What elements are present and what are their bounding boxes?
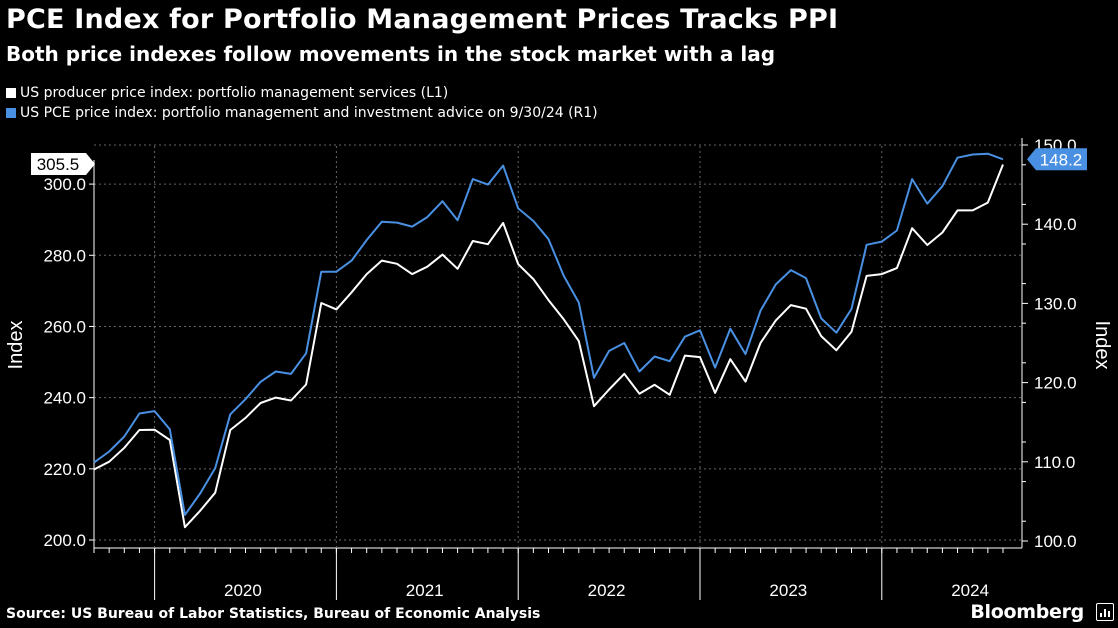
x-tick-label: 2024 [951, 581, 989, 600]
y-right-tick-label: 120.0 [1034, 374, 1077, 393]
y-right-tick-label: 100.0 [1034, 532, 1077, 551]
legend-item-ppi: US producer price index: portfolio manag… [6, 83, 598, 103]
last-value-label-right: 148.2 [1040, 150, 1083, 169]
y-left-tick-label: 220.0 [43, 460, 86, 479]
x-tick-label: 2021 [406, 581, 444, 600]
y-right-tick-label: 130.0 [1034, 294, 1077, 313]
source-note: Source: US Bureau of Labor Statistics, B… [6, 606, 541, 622]
chart-title: PCE Index for Portfolio Management Price… [6, 4, 839, 35]
last-value-flag-left [31, 153, 95, 175]
y-right-tick-label: 140.0 [1034, 215, 1077, 234]
legend-item-pce: US PCE price index: portfolio management… [6, 103, 598, 123]
series-line-pce [93, 152, 1004, 516]
y-left-axis-label: Index [5, 321, 27, 370]
x-tick-label: 2023 [769, 581, 807, 600]
x-tick-label: 2020 [224, 581, 262, 600]
last-value-label-left: 305.5 [37, 155, 80, 174]
y-left-tick-label: 240.0 [43, 389, 86, 408]
legend: US producer price index: portfolio manag… [6, 83, 598, 123]
legend-swatch-pce [6, 108, 16, 118]
bar-chart-icon [1096, 603, 1114, 621]
y-right-tick-label: 110.0 [1034, 453, 1075, 472]
y-left-tick-label: 200.0 [43, 531, 86, 550]
bloomberg-logo: Bloomberg [970, 601, 1084, 623]
series-line-ppi [93, 164, 1004, 529]
y-left-tick-label: 260.0 [43, 317, 86, 336]
y-right-axis-label: Index [1091, 321, 1113, 370]
legend-swatch-ppi [6, 88, 16, 98]
y-left-tick-label: 300.0 [43, 175, 86, 194]
chart-subtitle: Both price indexes follow movements in t… [6, 42, 776, 66]
legend-label-pce: US PCE price index: portfolio management… [20, 105, 598, 121]
y-left-tick-label: 280.0 [43, 246, 86, 265]
last-value-flag-right [1027, 148, 1087, 171]
legend-label-ppi: US producer price index: portfolio manag… [20, 85, 449, 101]
x-tick-label: 2022 [588, 581, 626, 600]
